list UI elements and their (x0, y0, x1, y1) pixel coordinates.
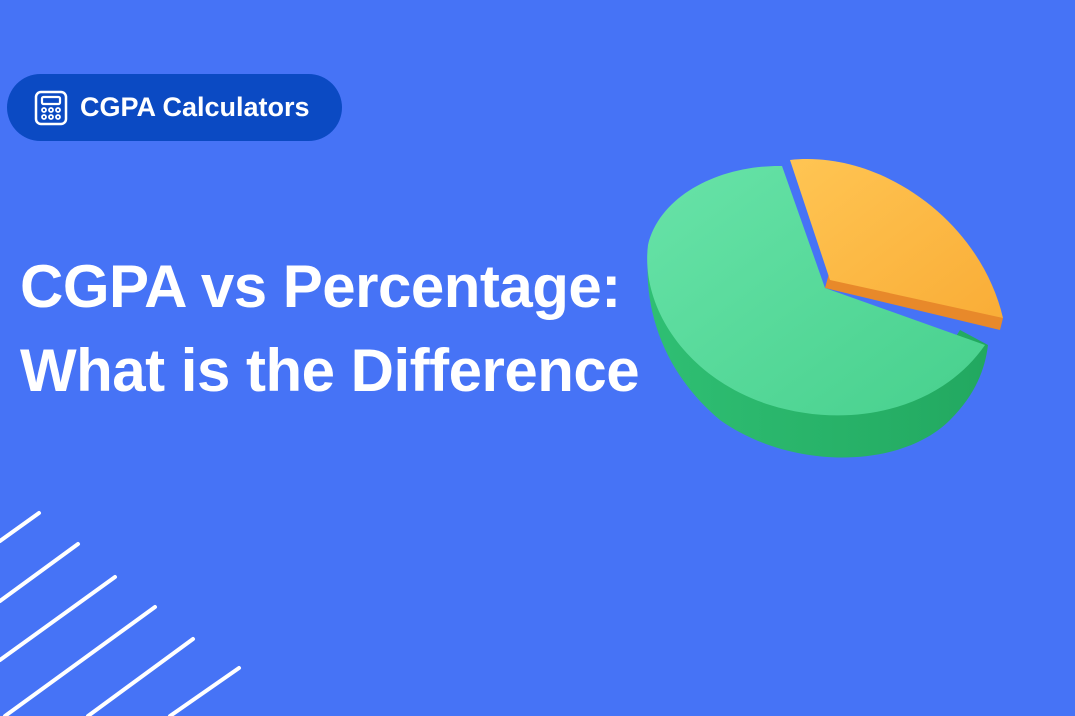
decor-line (168, 666, 241, 716)
pie-green-slice (647, 165, 985, 416)
calculator-icon (34, 90, 68, 125)
title-line-1: CGPA vs Percentage: (20, 253, 621, 320)
page-title: CGPA vs Percentage: What is the Differen… (20, 245, 640, 413)
decor-line (3, 605, 157, 716)
decor-line (0, 511, 41, 543)
badge-label: CGPA Calculators (80, 92, 310, 122)
decor-line (0, 575, 117, 662)
diagonal-lines-decoration (0, 511, 241, 716)
category-badge[interactable]: CGPA Calculators (7, 74, 342, 141)
title-line-2: What is the Difference (20, 337, 640, 404)
decor-line (0, 542, 80, 603)
decor-line (86, 637, 195, 716)
pie-chart-illustration (647, 159, 1003, 458)
pie-orange-slice (790, 159, 1003, 318)
